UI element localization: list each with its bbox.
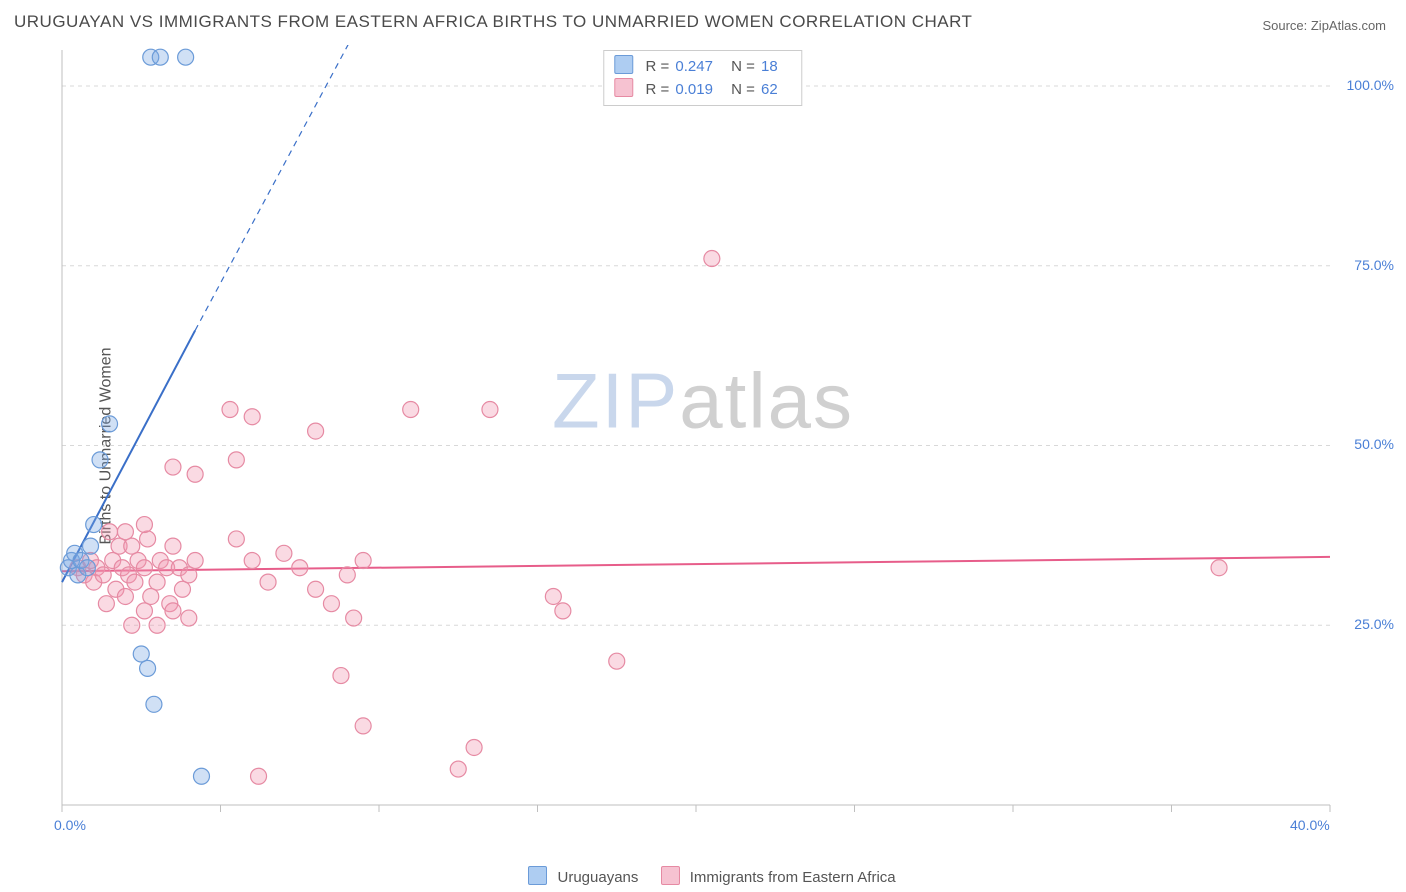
r-label: R = (645, 58, 669, 75)
y-tick-label: 25.0% (1334, 616, 1394, 632)
series-label-eastern-africa: Immigrants from Eastern Africa (690, 869, 896, 886)
scatter-plot (50, 45, 1390, 835)
correlation-legend: R = 0.247 N = 18 R = 0.019 N = 62 (603, 50, 802, 106)
n-value-eastern-africa: 62 (761, 81, 778, 98)
x-tick-label: 40.0% (1290, 817, 1330, 833)
n-label: N = (731, 58, 755, 75)
y-tick-label: 75.0% (1334, 257, 1394, 273)
swatch-eastern-africa (661, 866, 680, 885)
r-value-uruguayans: 0.247 (675, 58, 713, 75)
chart-title: URUGUAYAN VS IMMIGRANTS FROM EASTERN AFR… (14, 12, 972, 32)
series-legend: Uruguayans Immigrants from Eastern Afric… (0, 866, 1406, 886)
r-value-eastern-africa: 0.019 (675, 81, 713, 98)
swatch-uruguayans (528, 866, 547, 885)
swatch-uruguayans (614, 55, 633, 74)
r-label: R = (645, 81, 669, 98)
y-tick-label: 100.0% (1334, 77, 1394, 93)
y-tick-label: 50.0% (1334, 436, 1394, 452)
legend-row-eastern-africa: R = 0.019 N = 62 (614, 78, 791, 101)
n-value-uruguayans: 18 (761, 58, 778, 75)
plot-svg (50, 45, 1390, 835)
n-label: N = (731, 81, 755, 98)
series-label-uruguayans: Uruguayans (558, 869, 639, 886)
swatch-eastern-africa (614, 78, 633, 97)
legend-row-uruguayans: R = 0.247 N = 18 (614, 55, 791, 78)
source-attribution: Source: ZipAtlas.com (1262, 18, 1386, 33)
x-tick-label: 0.0% (54, 817, 86, 833)
